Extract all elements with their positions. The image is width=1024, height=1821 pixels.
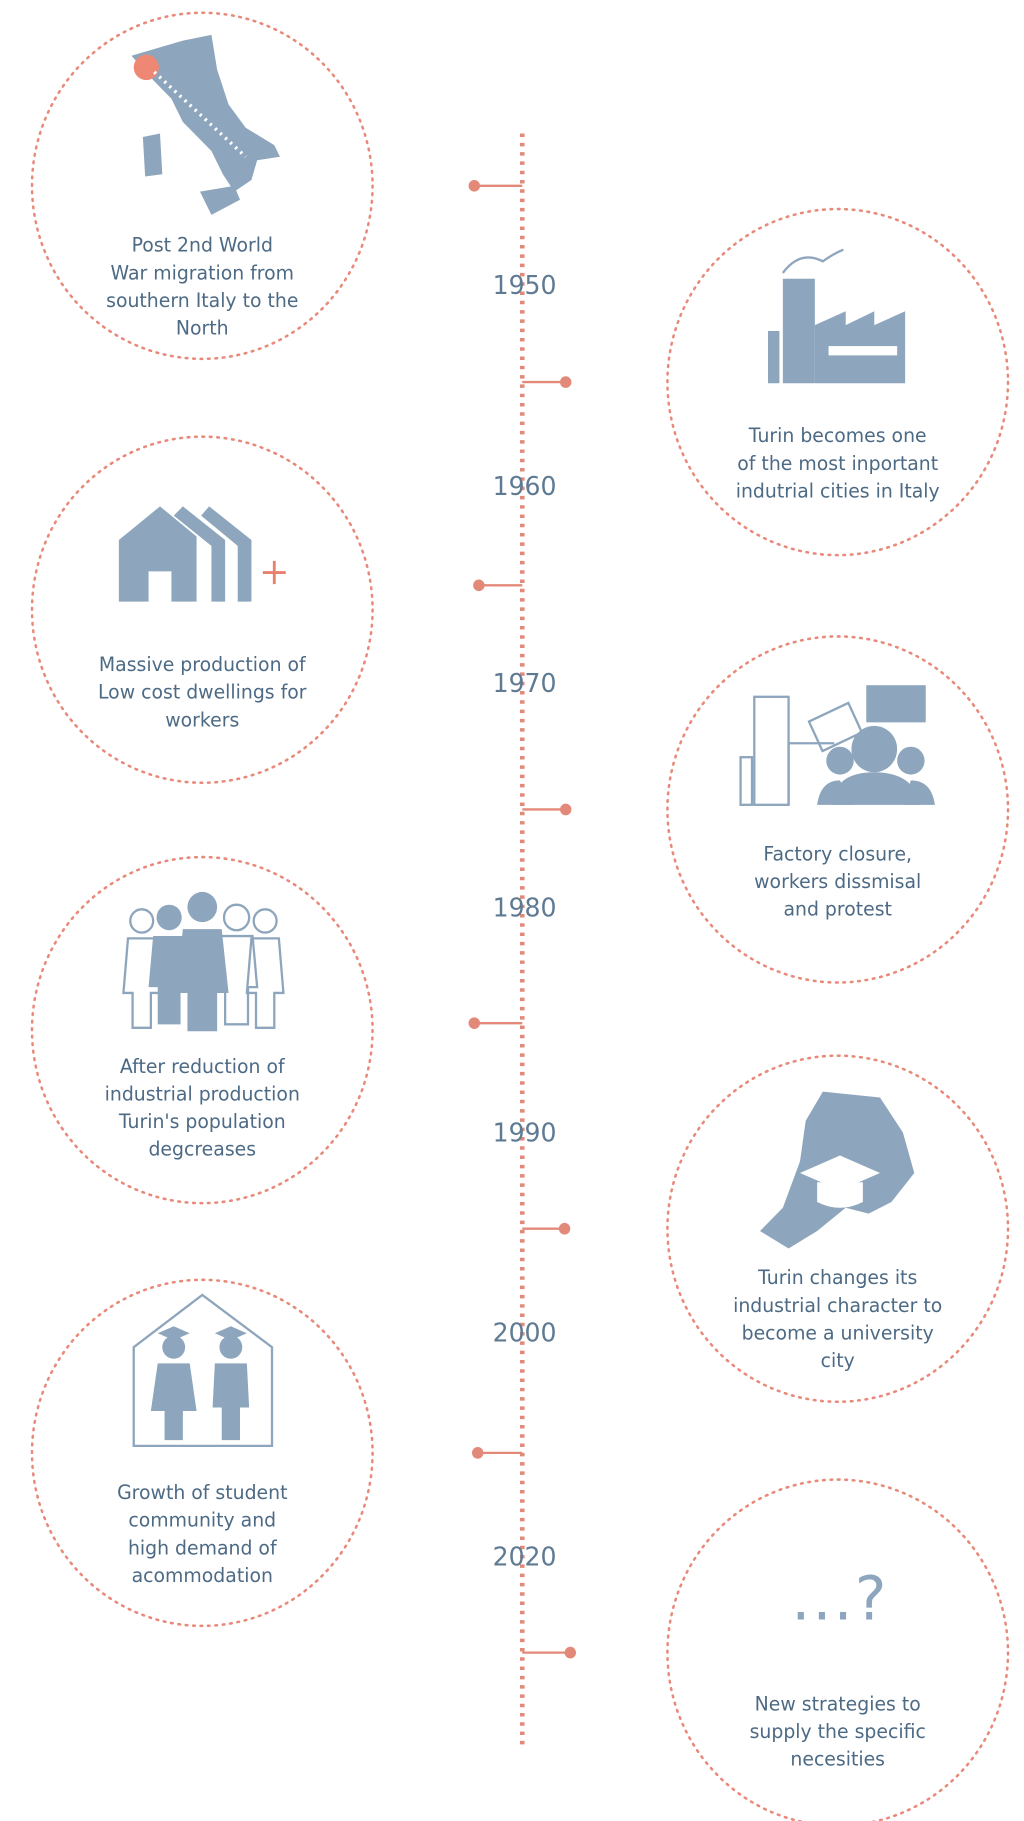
event-text: North <box>176 318 229 340</box>
year-label: 1960 <box>493 471 557 501</box>
event-text: Post 2nd World <box>132 235 273 257</box>
connector-dot <box>472 1447 484 1459</box>
year-label: 1990 <box>493 1118 557 1148</box>
event-text: city <box>821 1350 855 1372</box>
event-circle <box>30 1278 374 1628</box>
event-circle <box>666 1478 1010 1821</box>
event-text: Turin changes its <box>757 1267 917 1289</box>
event-circle <box>666 1054 1010 1404</box>
event-circle <box>666 635 1010 984</box>
houses-icon <box>118 506 286 602</box>
factory-icon <box>768 248 906 384</box>
event-text: Turin's population <box>118 1111 286 1133</box>
university-map-icon <box>760 1091 915 1249</box>
connector-dot <box>473 579 485 592</box>
event-text: acommodation <box>132 1565 273 1587</box>
event-text: of the most inportant <box>737 453 938 475</box>
event-text: After reduction of <box>120 1056 286 1078</box>
event-text: southern Italy to the <box>106 290 298 312</box>
event-text: workers <box>165 709 239 731</box>
event-text: Massive production of <box>99 654 307 676</box>
connector-dot <box>560 376 572 388</box>
event-text: high demand of <box>128 1537 278 1559</box>
event-circle <box>30 435 374 785</box>
event-text: Growth of student <box>117 1482 287 1504</box>
italy-map-icon <box>131 34 280 215</box>
event-circle <box>666 207 1010 557</box>
event-text: indutrial cities in Italy <box>736 480 940 502</box>
event-circle <box>30 11 374 361</box>
event-text: Turin becomes one <box>748 425 927 447</box>
event-text: necesities <box>790 1749 885 1771</box>
year-label: 1970 <box>493 668 557 698</box>
event-text: workers dissmisal <box>754 871 921 893</box>
people-icon <box>122 891 285 1032</box>
year-label: 2020 <box>493 1541 557 1571</box>
event-text: Low cost dwellings for <box>98 682 307 704</box>
event-circle <box>30 855 374 1205</box>
event-text: community and <box>128 1510 276 1532</box>
question-mark: ...? <box>791 1564 888 1635</box>
connector-dot <box>560 803 572 816</box>
protest-icon <box>739 685 935 806</box>
student-house-icon <box>132 1293 274 1448</box>
event-text: War migration from <box>111 262 295 284</box>
year-label: 1950 <box>493 270 557 300</box>
year-label: 2000 <box>493 1317 557 1347</box>
event-text: industrial character to <box>733 1295 942 1317</box>
event-text: become a university <box>742 1322 934 1344</box>
event-text: degcreases <box>148 1139 256 1161</box>
event-text: industrial production <box>105 1083 300 1105</box>
connector-dot <box>564 1646 576 1659</box>
connector-dot <box>558 1222 571 1235</box>
connector-dot <box>468 1017 480 1029</box>
event-text: and protest <box>783 898 891 920</box>
connector-dot <box>468 180 480 192</box>
event-text: New strategies to <box>755 1693 921 1715</box>
event-text: Factory closure, <box>763 843 912 865</box>
event-text: supply the specific <box>750 1721 926 1743</box>
year-label: 1980 <box>493 892 557 922</box>
